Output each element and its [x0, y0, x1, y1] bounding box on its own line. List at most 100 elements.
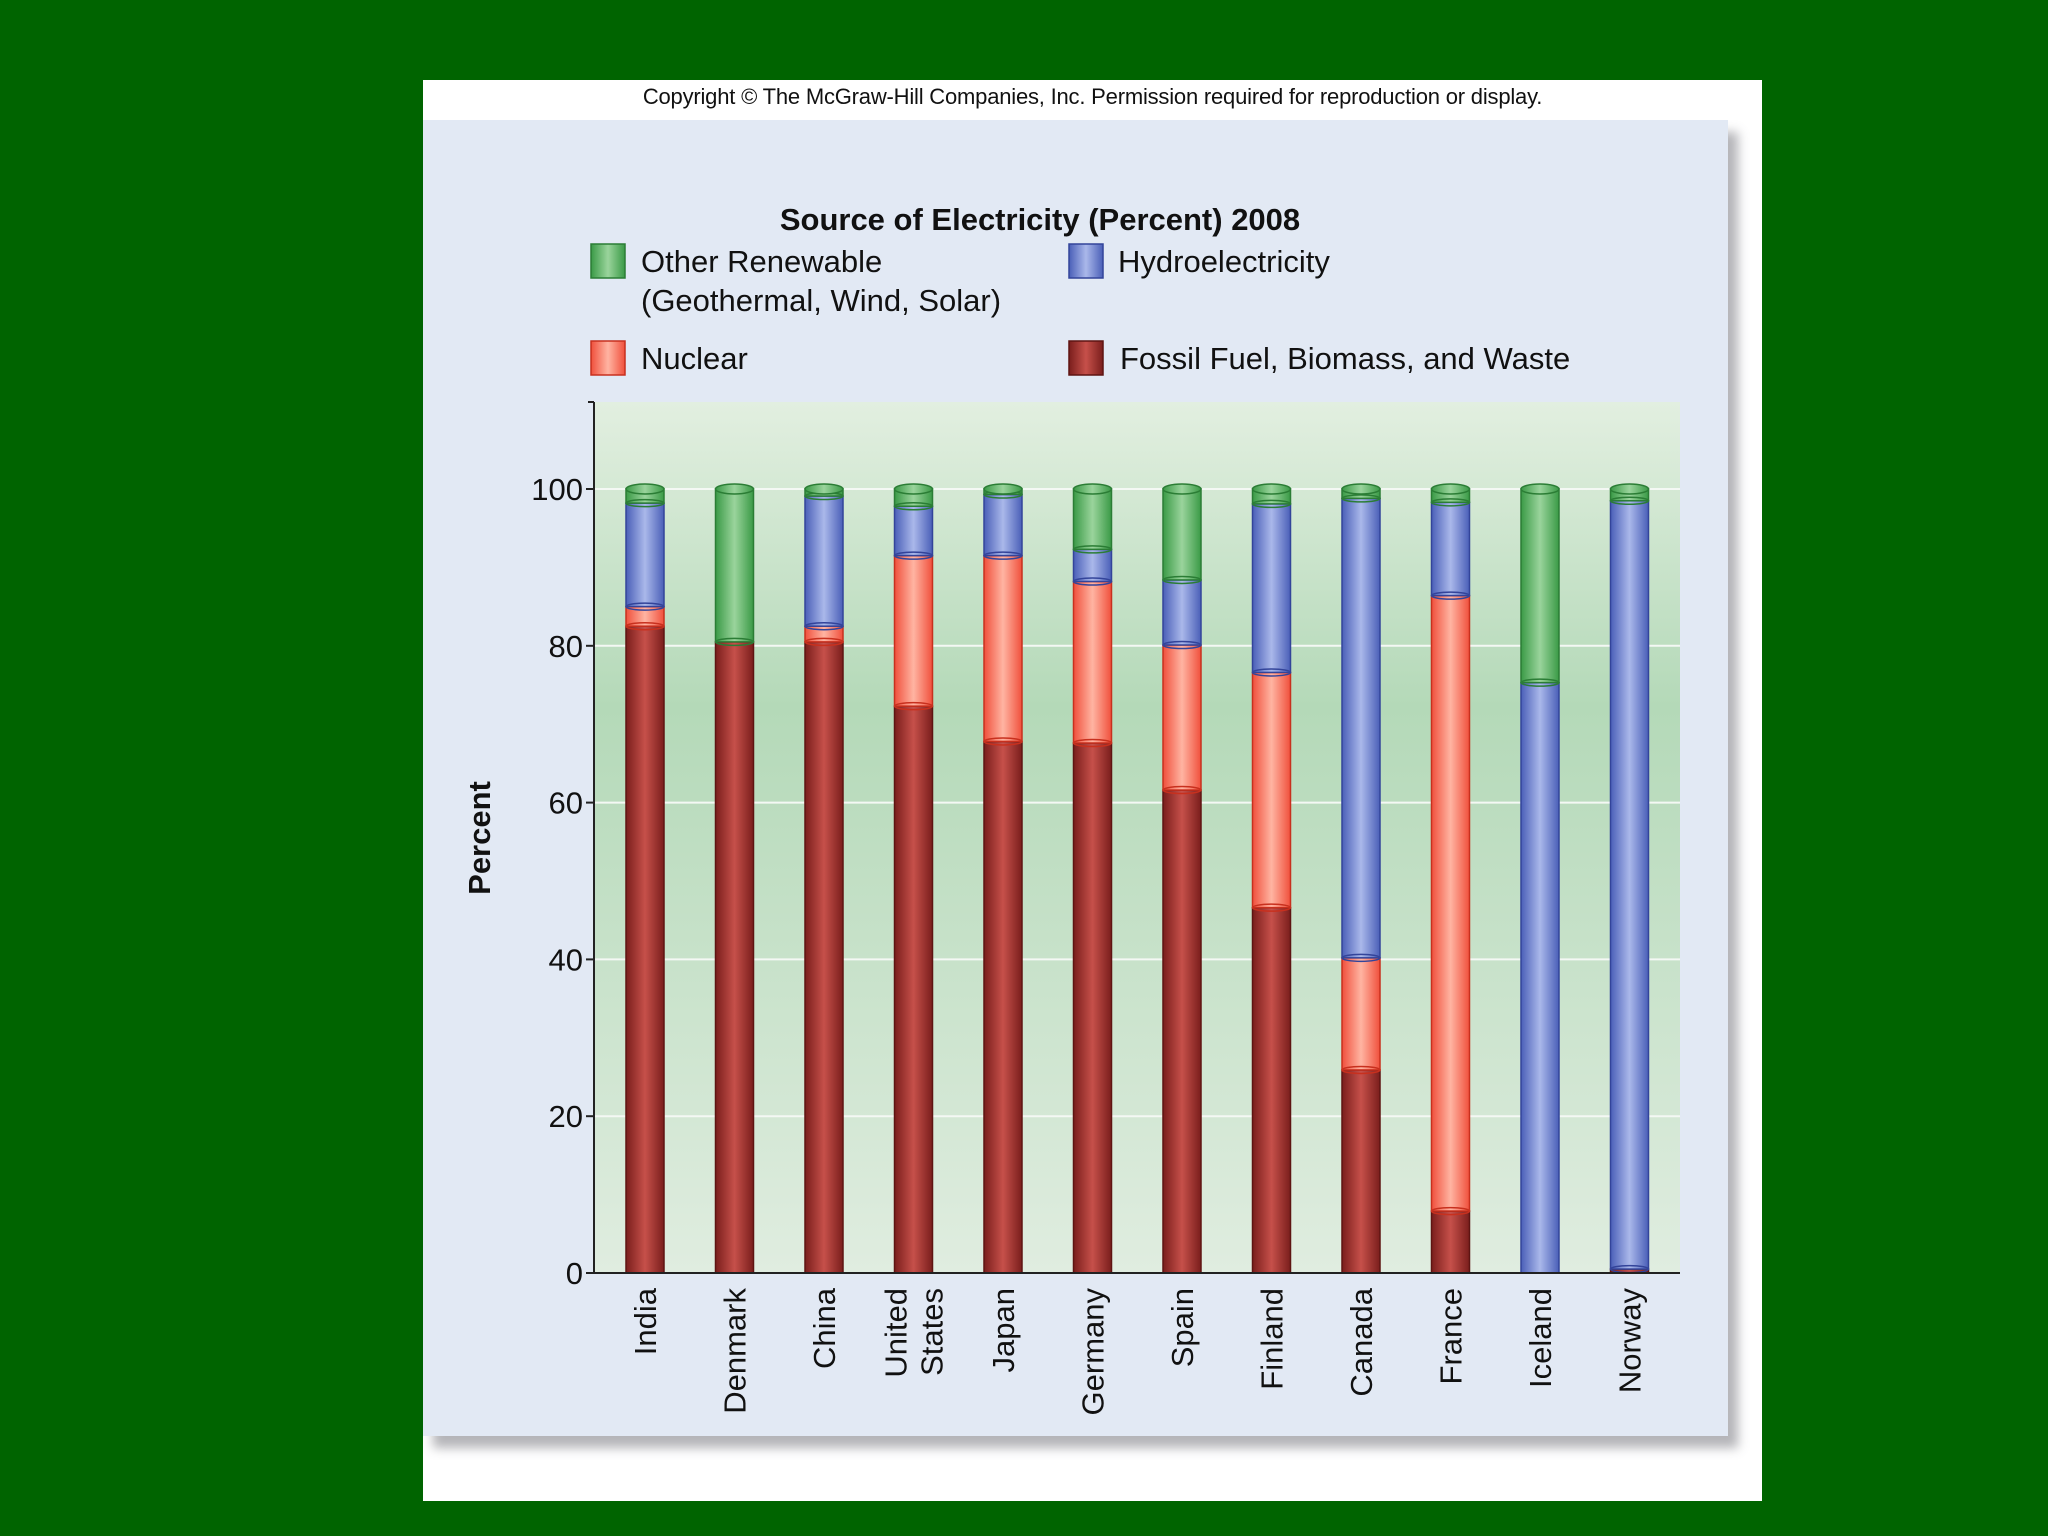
bar-stack-india: [625, 483, 665, 1274]
y-tick-labels: 0 20 40 60 80 100: [531, 472, 583, 1291]
x-category-label: France: [1434, 1288, 1469, 1384]
bar-cap: [625, 483, 665, 495]
stacked-bar-chart: Source of Electricity (Percent) 2008 Oth…: [462, 202, 1680, 1415]
bar-segment-fossil: [1162, 789, 1202, 1274]
legend-label-nuclear: Nuclear: [641, 341, 748, 376]
segment-rim: [1072, 545, 1113, 554]
bar-stack-japan: [983, 483, 1023, 1274]
segment-rim: [1162, 640, 1202, 650]
y-tick-label: 40: [549, 942, 583, 977]
bar-stack-finland: [1251, 483, 1292, 1274]
segment-rim: [625, 498, 665, 508]
segment-rim: [1430, 498, 1471, 507]
segment-rim: [893, 701, 934, 711]
x-category-label: China: [807, 1287, 842, 1369]
chart-panel: Source of Electricity (Percent) 2008 Oth…: [423, 120, 1728, 1436]
segment-rim: [1162, 575, 1202, 585]
segment-rim: [804, 621, 844, 631]
segment-rim: [983, 737, 1023, 746]
bar-segment-hydro: [983, 493, 1023, 557]
segment-rim: [1251, 499, 1292, 509]
y-tick-label: 100: [531, 472, 583, 507]
bar-cap: [893, 483, 934, 495]
segment-rim: [625, 602, 665, 611]
bar-cap: [804, 483, 844, 495]
segment-rim: [1341, 953, 1381, 963]
legend-swatch-renewable: [590, 243, 626, 279]
bar-stack-france: [1430, 483, 1471, 1274]
y-tick-label: 60: [549, 786, 583, 821]
plot-area: [594, 402, 1680, 1273]
bar-segment-nuclear: [1341, 957, 1381, 1071]
legend-swatch-nuclear: [590, 340, 626, 376]
segment-rim: [983, 551, 1023, 560]
bar-segment-fossil: [1251, 906, 1292, 1274]
segment-rim: [1072, 577, 1113, 586]
x-category-label: Spain: [1165, 1288, 1200, 1367]
legend-label-renewable: (Geothermal, Wind, Solar): [641, 283, 1001, 318]
bar-cap: [714, 483, 755, 495]
x-category-labels: India Denmark China United States Japan German…: [628, 1287, 1648, 1415]
bar-cap: [1430, 483, 1471, 495]
y-tick-label: 80: [549, 629, 583, 664]
bar-cap: [1251, 483, 1292, 495]
bar-stack-norway: [1609, 483, 1650, 1274]
bar-segment-hydro: [893, 505, 934, 557]
bar-segment-renewable: [1162, 488, 1202, 581]
bar-segment-hydro: [625, 502, 665, 608]
copyright-notice: Copyright © The McGraw-Hill Companies, I…: [642, 84, 1543, 109]
bar-cap: [1072, 483, 1113, 495]
bar-segment-hydro: [1609, 500, 1650, 1270]
bar-stack-spain: [1162, 483, 1202, 1274]
bar-stack-denmark: [714, 483, 755, 1274]
x-category-label: Finland: [1255, 1288, 1290, 1390]
x-category-label: Iceland: [1523, 1288, 1558, 1388]
bar-segment-nuclear: [983, 554, 1023, 743]
bar-segment-fossil: [893, 705, 934, 1274]
x-category-label: Canada: [1344, 1287, 1379, 1396]
segment-rim: [1162, 785, 1202, 795]
bar-segment-hydro: [1430, 501, 1471, 597]
bar-segment-hydro: [1251, 503, 1292, 674]
bar-segment-hydro: [1341, 497, 1381, 959]
bar-segment-nuclear: [1430, 594, 1471, 1212]
segment-rim: [1520, 678, 1560, 687]
bar-cap: [983, 483, 1023, 495]
bar-segment-fossil: [1341, 1069, 1381, 1274]
x-category-label: Japan: [986, 1288, 1021, 1372]
bar-cap: [1520, 483, 1560, 495]
segment-rim: [804, 637, 844, 647]
bar-stack-germany: [1072, 483, 1113, 1274]
bar-segment-nuclear: [893, 554, 934, 707]
bar-segment-nuclear: [1072, 580, 1113, 744]
y-tick-label: 0: [566, 1256, 583, 1291]
segment-rim: [893, 551, 934, 560]
bar-cap: [1341, 483, 1381, 495]
segment-rim: [1609, 496, 1650, 506]
bar-segment-hydro: [804, 495, 844, 627]
grid-lines: [594, 488, 1680, 1118]
bar-segment-fossil: [804, 641, 844, 1274]
bar-segment-fossil: [714, 641, 755, 1274]
segment-rim: [1341, 1065, 1381, 1075]
segment-rim: [1430, 591, 1471, 600]
bar-segment-hydro: [1072, 548, 1113, 583]
x-category-label: States: [915, 1288, 950, 1376]
y-axis-label: Percent: [462, 781, 497, 895]
bar-stack-china: [804, 483, 844, 1274]
bar-segment-fossil: [1072, 742, 1113, 1274]
bar-segment-nuclear: [1162, 644, 1202, 791]
bar-cap: [1162, 483, 1202, 495]
legend-swatch-hydro: [1068, 243, 1104, 279]
legend-label-fossil: Fossil Fuel, Biomass, and Waste: [1120, 341, 1570, 376]
bar-stack-canada: [1341, 483, 1381, 1274]
x-category-label: India: [628, 1287, 663, 1355]
segment-rim: [625, 621, 665, 631]
bars: [625, 483, 1650, 1274]
bar-segment-renewable: [1520, 488, 1560, 684]
bar-cap: [1609, 483, 1650, 495]
x-category-label: Denmark: [718, 1288, 753, 1414]
bar-segment-fossil: [983, 740, 1023, 1274]
bar-segment-renewable: [1072, 488, 1113, 551]
bar-stack-united-states: [893, 483, 934, 1274]
